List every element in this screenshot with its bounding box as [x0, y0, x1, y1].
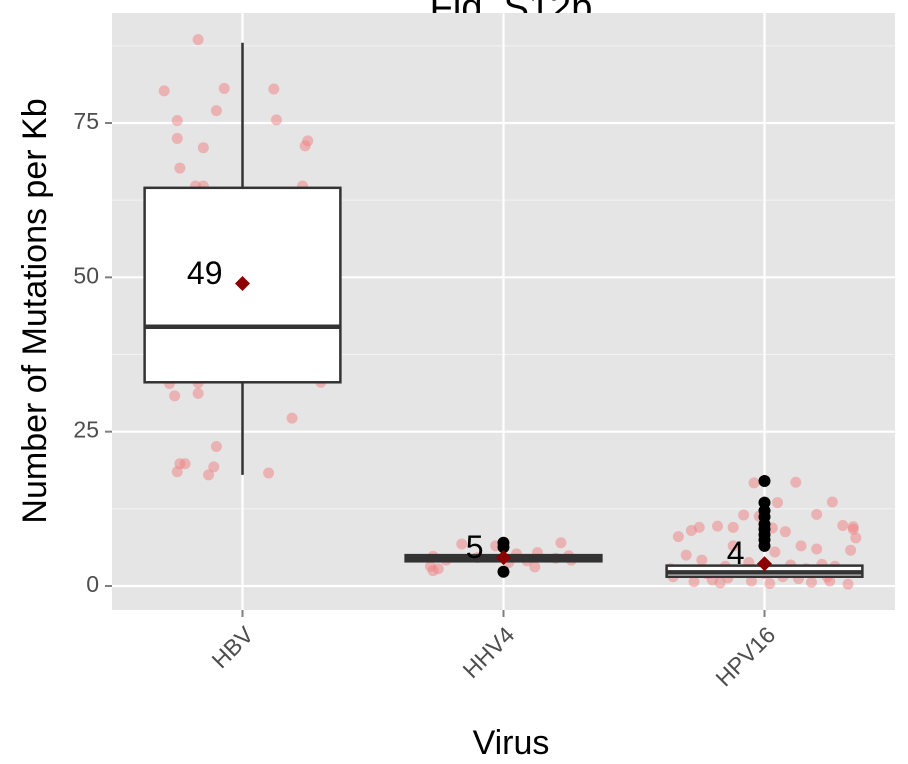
mean-marker: [757, 556, 772, 572]
outlier-points: [497, 475, 771, 578]
mean-marker: [496, 550, 511, 566]
jitter-point: [779, 526, 791, 538]
mean-marker: [235, 276, 250, 292]
mean-label: 4: [727, 535, 745, 571]
outlier-point: [497, 565, 510, 578]
jitter-point: [263, 467, 275, 479]
jitter-point: [842, 578, 854, 590]
jitter-point: [837, 520, 849, 532]
jitter-point: [811, 508, 823, 520]
outlier-point: [758, 475, 771, 488]
jitter-point: [158, 85, 170, 97]
jitter-point: [845, 544, 857, 556]
jitter-point: [714, 577, 726, 589]
jitter-point: [268, 83, 280, 95]
jitter-point: [456, 538, 468, 550]
jitter-point: [270, 114, 282, 126]
jitter-point: [850, 532, 862, 544]
y-axis-title: Number of Mutations per Kb: [16, 98, 54, 523]
jitter-point: [727, 521, 739, 533]
x-axis: HBV HHV4 HPV16: [207, 610, 780, 691]
jitter-point: [738, 509, 750, 521]
x-tick-label: HPV16: [710, 621, 780, 691]
y-tick-label: 25: [73, 417, 99, 443]
jitter-point: [302, 135, 314, 147]
y-tick-label: 75: [73, 108, 99, 134]
jitter-point: [171, 466, 183, 478]
jitter-point: [203, 469, 215, 481]
jitter-point: [192, 34, 204, 46]
jitter-point: [171, 115, 183, 127]
jitter-point: [197, 142, 209, 154]
jitter-point: [826, 496, 838, 508]
y-tick-label: 50: [73, 262, 99, 288]
mean-label: 5: [466, 529, 484, 565]
jitter-point: [210, 440, 222, 452]
jitter-point: [847, 521, 859, 533]
jitter-point: [772, 497, 784, 509]
jitter-point: [693, 521, 705, 533]
x-tick-label: HHV4: [458, 621, 520, 683]
outlier-point: [497, 536, 510, 549]
jitter-point: [171, 132, 183, 144]
jitter-point: [174, 162, 186, 174]
jitter-point: [286, 412, 298, 424]
jitter-point: [672, 531, 684, 543]
mean-markers: 49 5 4: [187, 255, 772, 572]
y-tick-label: 0: [86, 571, 99, 597]
mean-label: 49: [187, 255, 223, 291]
jitter-point: [179, 458, 191, 470]
jitter-point: [208, 461, 220, 473]
jitter-point: [555, 537, 567, 549]
jitter-point: [192, 387, 204, 399]
jitter-point: [529, 561, 541, 573]
jitter-point: [432, 563, 444, 575]
jitter-point: [764, 578, 776, 590]
jitter-point: [712, 520, 724, 532]
jitter-point: [210, 105, 222, 117]
jitter-point: [748, 477, 760, 489]
jitter-point: [769, 546, 781, 558]
y-axis: 0 25 50 75: [73, 108, 112, 597]
outlier-point: [758, 496, 771, 509]
jitter-point: [805, 576, 817, 588]
jitter-point: [688, 576, 700, 588]
jitter-point: [696, 554, 708, 566]
jitter-point: [745, 575, 757, 587]
jitter-point: [811, 543, 823, 555]
jitter-point: [169, 390, 181, 402]
jitter-point: [824, 575, 836, 587]
x-axis-title: Virus: [473, 724, 550, 762]
jitter-point: [790, 476, 802, 488]
jitter-point: [795, 540, 807, 552]
jitter-point: [680, 549, 692, 561]
jitter-point: [727, 540, 739, 552]
x-tick-label: HBV: [207, 621, 259, 673]
jitter-point: [218, 82, 230, 94]
